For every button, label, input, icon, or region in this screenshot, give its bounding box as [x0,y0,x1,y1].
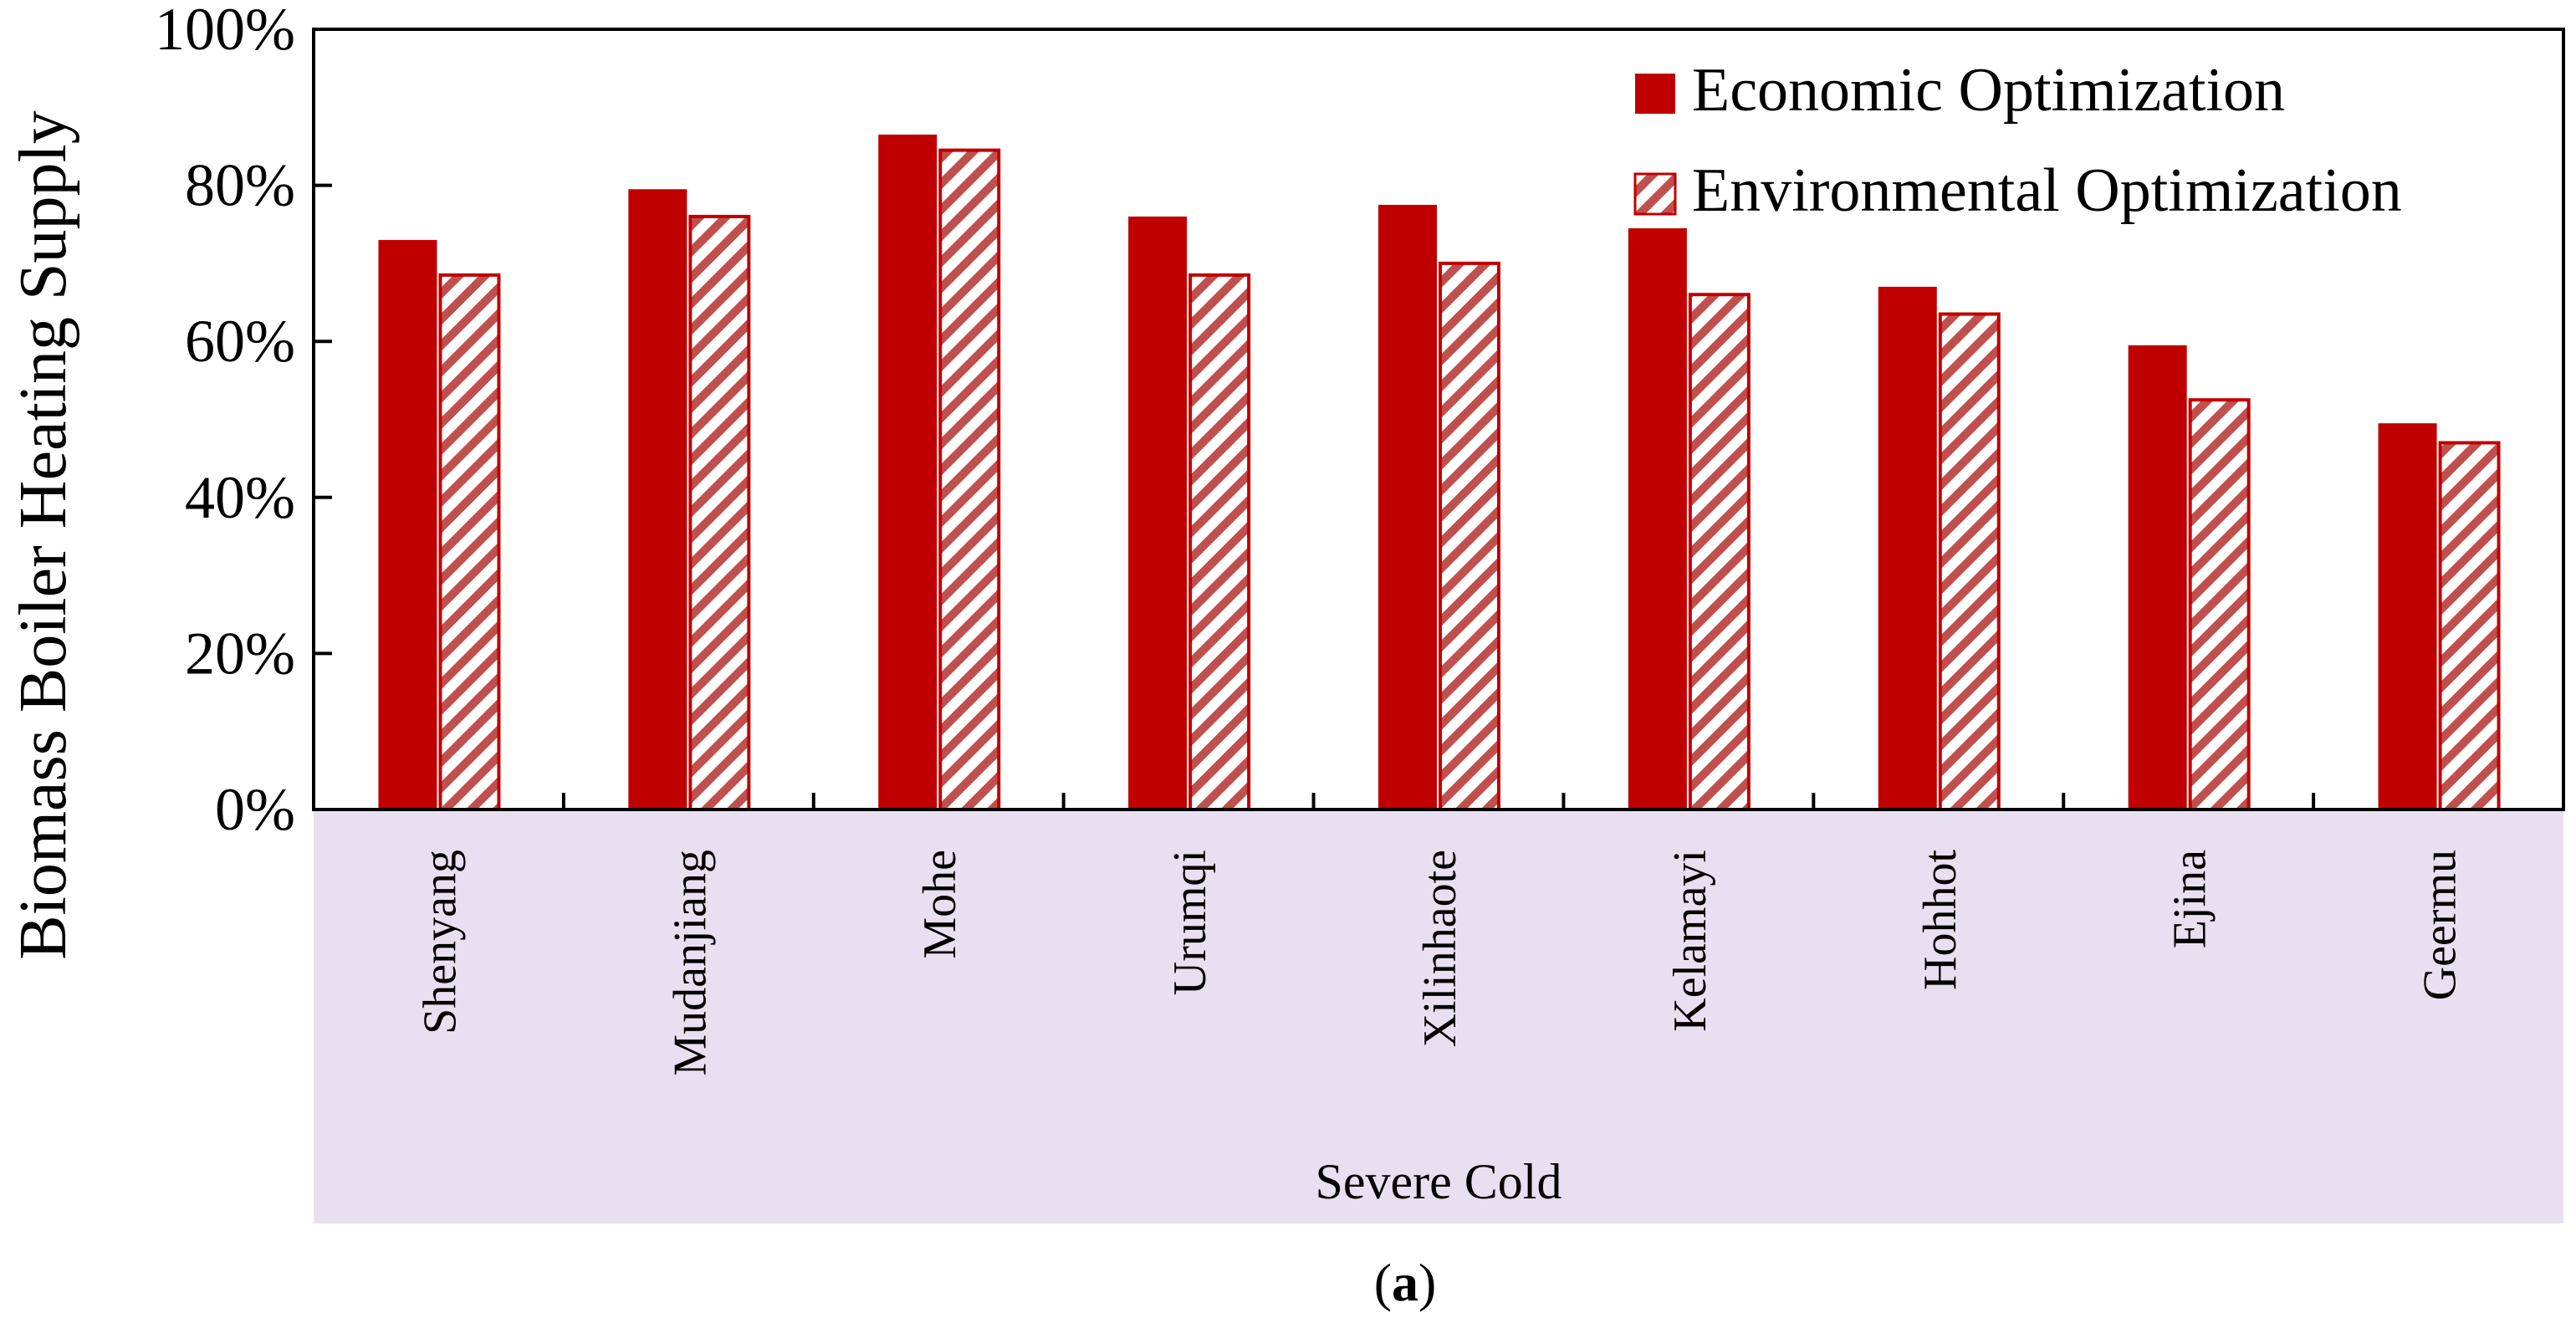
bar-environmental-geermu [2438,441,2501,811]
legend: Economic Optimization Environmental Opti… [1633,56,2402,225]
legend-label-economic: Economic Optimization [1692,56,2285,125]
y-tick-label: 60% [185,308,295,375]
bar-economic-ejina [2128,345,2187,810]
y-tick-label: 20% [185,620,295,687]
x-tick-label-urumqi: Urumqi [1164,850,1216,995]
bar-economic-mohe [878,134,938,810]
x-tick-label-xilinhaote: Xilinhaote [1414,850,1466,1047]
figure-caption: (a) [1374,1253,1437,1312]
bar-environmental-kelamayi [1688,293,1751,812]
bar-economic-shenyang [378,239,437,810]
x-tick-label-hohhot: Hohhot [1914,850,1966,990]
x-tick-label-shenyang: Shenyang [414,850,466,1034]
y-tick-label: 80% [185,152,295,219]
x-tick-label-mudanjiang: Mudanjiang [664,850,716,1076]
plot-frame [312,28,2565,811]
bar-economic-xilinhaote [1378,204,1437,810]
legend-label-environmental: Environmental Optimization [1692,156,2402,225]
legend-swatch-economic [1635,74,1675,114]
x-axis-group-label: Severe Cold [1316,1154,1562,1209]
category-band [314,810,2563,1223]
caption-open: ( [1374,1253,1392,1312]
bar-environmental-mudanjiang [688,214,751,812]
bar-economic-kelamayi [1628,227,1687,810]
x-tick-label-ejina: Ejina [2165,850,2216,948]
bar-economic-hohhot [1878,286,1937,810]
y-tick-label: 40% [185,464,295,531]
bar-economic-urumqi [1128,216,1188,810]
bar-environmental-hohhot [1938,312,2001,812]
legend-swatch-environmental [1633,172,1677,216]
y-tick-label: 100% [155,0,295,63]
bar-environmental-shenyang [438,273,501,811]
bar-environmental-xilinhaote [1439,261,1500,811]
bar-environmental-urumqi [1188,273,1251,811]
x-tick-label-geermu: Geermu [2415,850,2466,1000]
y-axis-label: Biomass Boiler Heating Supply [7,110,80,960]
caption-letter: a [1392,1253,1418,1312]
bar-environmental-mohe [938,148,1001,812]
x-tick-label-mohe: Mohe [914,850,966,959]
caption-close: ) [1418,1253,1436,1312]
bar-environmental-ejina [2188,398,2251,811]
x-tick-label-kelamayi: Kelamayi [1664,850,1716,1032]
y-tick-label: 0% [215,776,295,843]
bar-economic-geermu [2378,423,2437,810]
bar-economic-mudanjiang [628,189,687,810]
